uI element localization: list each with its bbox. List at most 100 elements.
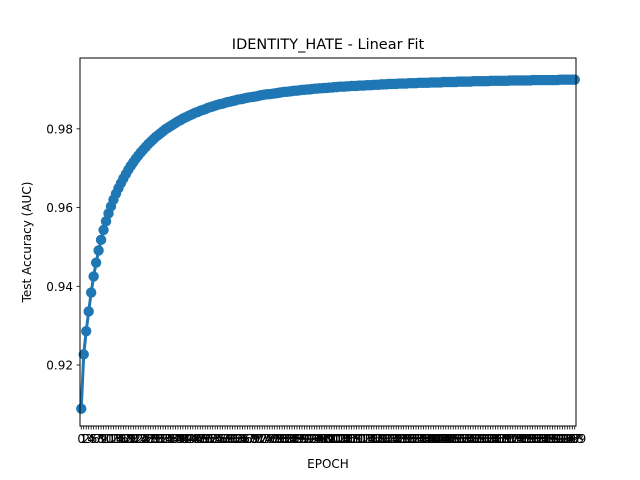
x-tick-label: 99 xyxy=(319,432,334,446)
x-tick-label: 122 xyxy=(372,432,395,446)
x-tick-label: 34 xyxy=(158,432,173,446)
x-tick-label: 187 xyxy=(534,432,557,446)
x-tick-label: 168 xyxy=(486,432,509,446)
x-tick-label: 6 xyxy=(92,432,100,446)
x-tick-label: 101 xyxy=(320,432,343,446)
x-tick-label: 111 xyxy=(345,432,368,446)
x-tick-label: 109 xyxy=(340,432,363,446)
x-tick-label: 192 xyxy=(546,432,569,446)
data-point xyxy=(93,245,104,256)
x-tick-label: 138 xyxy=(412,432,435,446)
x-tick-label: 75 xyxy=(260,432,275,446)
x-tick-label: 31 xyxy=(150,432,165,446)
x-tick-label: 166 xyxy=(481,432,504,446)
x-tick-label: 66 xyxy=(237,432,252,446)
x-tick-label: 15 xyxy=(111,432,126,446)
x-tick-label: 199 xyxy=(563,432,586,446)
x-tick-label: 35 xyxy=(160,432,175,446)
x-tick-label: 72 xyxy=(252,432,267,446)
data-point xyxy=(98,224,109,236)
x-tick-label: 77 xyxy=(265,432,280,446)
x-tick-label: 97 xyxy=(314,432,329,446)
x-tick-label: 107 xyxy=(335,432,358,446)
x-tick-label: 152 xyxy=(447,432,470,446)
x-tick-label: 154 xyxy=(452,432,475,446)
x-tick-label: 198 xyxy=(561,432,584,446)
x-tick-label: 189 xyxy=(539,432,562,446)
x-tick-label: 129 xyxy=(390,432,413,446)
x-tick-label: 79 xyxy=(270,432,285,446)
x-tick-label: 156 xyxy=(457,432,480,446)
x-tick-label: 91 xyxy=(299,432,314,446)
data-point xyxy=(76,403,87,414)
x-tick-label: 167 xyxy=(484,432,507,446)
data-point xyxy=(78,349,89,360)
x-tick-label: 40 xyxy=(173,432,188,446)
x-tick-label: 177 xyxy=(509,432,532,446)
x-tick-label: 0 xyxy=(77,432,85,446)
x-tick-label: 165 xyxy=(479,432,502,446)
x-tick-label: 139 xyxy=(415,432,438,446)
x-tick-label: 24 xyxy=(133,432,148,446)
x-tick-label: 176 xyxy=(506,432,529,446)
x-tick-label: 45 xyxy=(185,432,200,446)
x-tick-label: 106 xyxy=(333,432,356,446)
x-tick-label: 11 xyxy=(101,432,116,446)
x-tick-label: 10 xyxy=(98,432,113,446)
x-tick-label: 161 xyxy=(469,432,492,446)
x-tick-label: 26 xyxy=(138,432,153,446)
x-tick-label: 71 xyxy=(250,432,265,446)
x-tick-label: 52 xyxy=(203,432,218,446)
x-tick-label: 61 xyxy=(225,432,240,446)
x-tick-label: 90 xyxy=(297,432,312,446)
x-tick-label: 135 xyxy=(405,432,428,446)
x-tick-label: 175 xyxy=(504,432,527,446)
x-tick-label: 12 xyxy=(103,432,118,446)
x-axis: 0123456789101112131415161718192021222324… xyxy=(77,426,586,446)
x-tick-label: 64 xyxy=(232,432,247,446)
y-tick-label: 0.94 xyxy=(46,280,73,294)
y-tick-label: 0.96 xyxy=(46,201,73,215)
x-tick-label: 124 xyxy=(377,432,400,446)
y-tick-label: 0.92 xyxy=(46,358,73,372)
x-tick-label: 37 xyxy=(165,432,180,446)
x-tick-label: 104 xyxy=(328,432,351,446)
x-tick-label: 59 xyxy=(220,432,235,446)
x-tick-label: 4 xyxy=(87,432,95,446)
x-tick-label: 140 xyxy=(417,432,440,446)
x-tick-label: 146 xyxy=(432,432,455,446)
x-tick-label: 197 xyxy=(558,432,581,446)
x-tick-label: 173 xyxy=(499,432,522,446)
x-tick-label: 127 xyxy=(385,432,408,446)
x-tick-label: 118 xyxy=(362,432,385,446)
x-tick-label: 44 xyxy=(183,432,198,446)
x-tick-label: 126 xyxy=(382,432,405,446)
x-tick-label: 102 xyxy=(323,432,346,446)
x-tick-label: 191 xyxy=(543,432,566,446)
data-point xyxy=(85,287,97,298)
x-tick-label: 150 xyxy=(442,432,465,446)
x-tick-label: 81 xyxy=(274,432,289,446)
x-tick-label: 14 xyxy=(108,432,123,446)
x-tick-label: 172 xyxy=(496,432,519,446)
x-tick-label: 130 xyxy=(392,432,415,446)
x-tick-label: 160 xyxy=(467,432,490,446)
x-tick-label: 169 xyxy=(489,432,512,446)
x-tick-label: 116 xyxy=(357,432,380,446)
x-tick-label: 53 xyxy=(205,432,220,446)
x-tick-label: 73 xyxy=(255,432,270,446)
y-tick-label: 0.98 xyxy=(46,122,73,136)
x-tick-label: 151 xyxy=(444,432,467,446)
x-tick-label: 1 xyxy=(80,432,88,446)
x-tick-label: 112 xyxy=(348,432,371,446)
x-tick-label: 41 xyxy=(175,432,190,446)
x-tick-label: 22 xyxy=(128,432,143,446)
x-tick-label: 84 xyxy=(282,432,297,446)
x-tick-label: 108 xyxy=(338,432,361,446)
data-point xyxy=(100,216,112,227)
x-tick-label: 110 xyxy=(343,432,366,446)
x-tick-label: 123 xyxy=(375,432,398,446)
x-tick-label: 120 xyxy=(367,432,390,446)
x-tick-label: 89 xyxy=(294,432,309,446)
x-tick-label: 170 xyxy=(491,432,514,446)
